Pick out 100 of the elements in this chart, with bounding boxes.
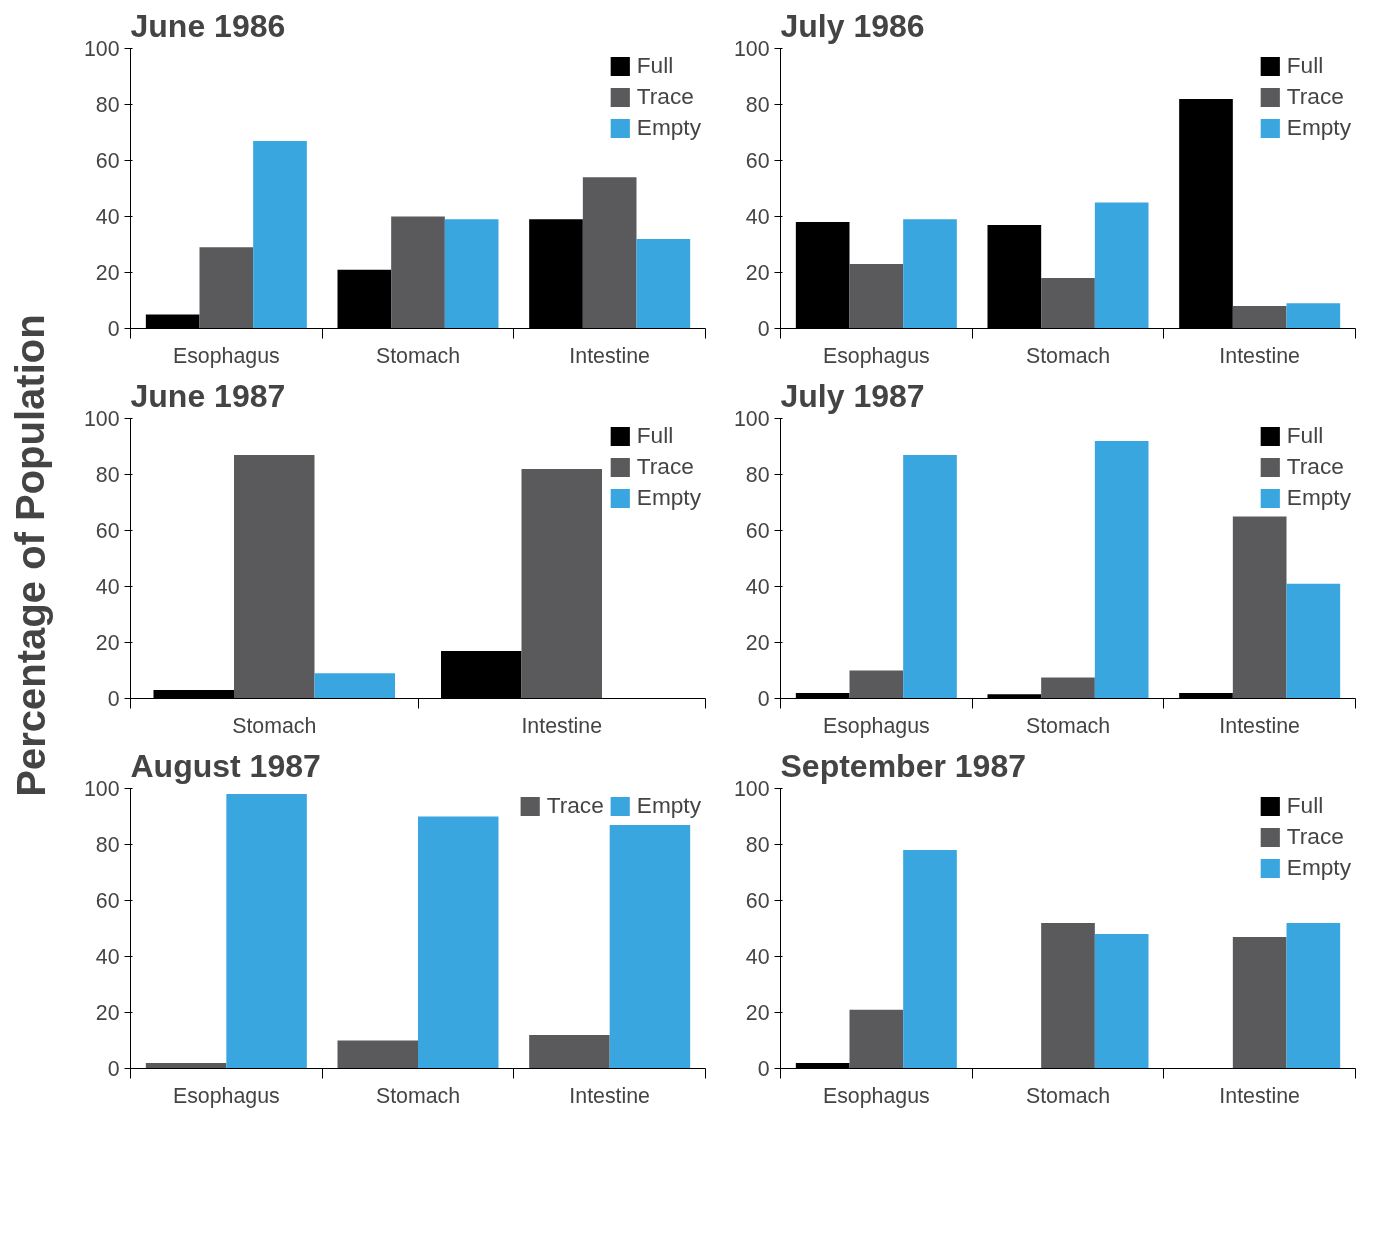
x-tick-label: Esophagus <box>172 343 280 368</box>
bar <box>903 219 957 329</box>
y-tick-label: 0 <box>757 317 770 341</box>
bar <box>1286 922 1341 1069</box>
y-tick-label: 0 <box>757 1057 770 1081</box>
legend-label: Trace <box>1286 823 1344 850</box>
bar <box>903 850 957 1069</box>
x-tick-label: Intestine <box>1219 1083 1300 1108</box>
bar <box>1286 303 1341 329</box>
x-tick-label: Esophagus <box>822 713 930 738</box>
legend-label: Empty <box>636 114 701 141</box>
chart-title: June 1986 <box>130 7 286 44</box>
x-tick-label: Esophagus <box>172 1083 280 1108</box>
bar <box>314 673 395 699</box>
bar <box>849 1009 904 1069</box>
chart-title: July 1986 <box>780 7 925 44</box>
y-tick-label: 20 <box>745 261 770 285</box>
y-tick-label: 40 <box>95 205 120 229</box>
bar <box>391 216 445 329</box>
y-tick-label: 80 <box>745 93 770 117</box>
y-tick-label: 60 <box>745 149 770 173</box>
y-tick-label: 0 <box>107 317 120 341</box>
legend-label: Full <box>636 422 674 449</box>
bar <box>1041 677 1095 699</box>
y-tick-label: 60 <box>95 149 120 173</box>
y-tick-label: 20 <box>745 631 770 655</box>
x-tick-label: Esophagus <box>822 1083 930 1108</box>
y-tick-label: 0 <box>107 1057 120 1081</box>
y-tick-label: 0 <box>107 687 120 711</box>
legend-label: Full <box>1286 792 1324 819</box>
bar <box>529 1034 610 1069</box>
x-tick-label: Esophagus <box>822 343 930 368</box>
bar <box>521 468 602 699</box>
legend-label: Empty <box>636 484 701 511</box>
bar <box>1094 934 1149 1069</box>
legend-label: Full <box>1286 52 1324 79</box>
chart-title: August 1987 <box>130 747 321 784</box>
chart-title: June 1987 <box>130 377 286 414</box>
y-tick-label: 40 <box>745 575 770 599</box>
y-tick-label: 60 <box>745 889 770 913</box>
y-tick-label: 100 <box>83 777 120 801</box>
y-tick-label: 60 <box>745 519 770 543</box>
y-tick-label: 20 <box>745 1001 770 1025</box>
x-tick-label: Stomach <box>1025 343 1111 368</box>
y-tick-label: 100 <box>733 407 770 431</box>
y-tick-label: 80 <box>95 93 120 117</box>
legend-label: Full <box>1286 422 1324 449</box>
legend-label: Empty <box>1286 854 1351 881</box>
y-tick-label: 20 <box>95 261 120 285</box>
y-tick-label: 0 <box>757 687 770 711</box>
bar <box>849 670 904 699</box>
bar <box>253 140 307 329</box>
bar <box>1094 202 1149 329</box>
x-tick-label: Intestine <box>569 343 650 368</box>
bar <box>1232 936 1287 1069</box>
bar <box>226 794 307 1069</box>
y-tick-label: 100 <box>83 407 120 431</box>
x-tick-label: Intestine <box>569 1083 650 1108</box>
bar <box>444 219 499 329</box>
bar <box>1041 278 1095 329</box>
y-tick-label: 20 <box>95 1001 120 1025</box>
bar <box>582 177 637 329</box>
y-tick-label: 40 <box>95 575 120 599</box>
y-tick-label: 100 <box>733 777 770 801</box>
x-tick-label: Stomach <box>1025 713 1111 738</box>
legend-label: Trace <box>546 792 604 819</box>
legend-label: Trace <box>636 83 694 110</box>
x-tick-label: Intestine <box>1219 713 1300 738</box>
bar <box>1232 306 1287 329</box>
x-tick-label: Stomach <box>1025 1083 1111 1108</box>
legend-label: Trace <box>636 453 694 480</box>
x-tick-label: Stomach <box>375 1083 461 1108</box>
bar <box>609 824 691 1069</box>
y-tick-label: 60 <box>95 519 120 543</box>
bar <box>903 454 957 699</box>
legend-label: Trace <box>1286 453 1344 480</box>
y-tick-label: 100 <box>733 37 770 61</box>
chart-title: September 1987 <box>780 747 1026 784</box>
bar <box>337 1040 418 1069</box>
y-tick-label: 40 <box>95 945 120 969</box>
legend-label: Empty <box>1286 484 1351 511</box>
y-tick-label: 60 <box>95 889 120 913</box>
y-tick-label: 80 <box>745 833 770 857</box>
bar <box>849 264 904 329</box>
bar <box>636 238 691 329</box>
bar <box>199 247 254 329</box>
legend-label: Trace <box>1286 83 1344 110</box>
legend-label: Empty <box>1286 114 1351 141</box>
x-tick-label: Intestine <box>1219 343 1300 368</box>
y-tick-label: 80 <box>745 463 770 487</box>
bar <box>1232 516 1287 699</box>
bar <box>418 816 499 1069</box>
legend-label: Full <box>636 52 674 79</box>
y-axis-title: Percentage of Population <box>8 314 53 797</box>
y-tick-label: 100 <box>83 37 120 61</box>
bar <box>1286 583 1341 699</box>
chart-title: July 1987 <box>780 377 925 414</box>
x-tick-label: Stomach <box>232 713 317 738</box>
y-tick-label: 20 <box>95 631 120 655</box>
bar <box>1041 922 1095 1069</box>
